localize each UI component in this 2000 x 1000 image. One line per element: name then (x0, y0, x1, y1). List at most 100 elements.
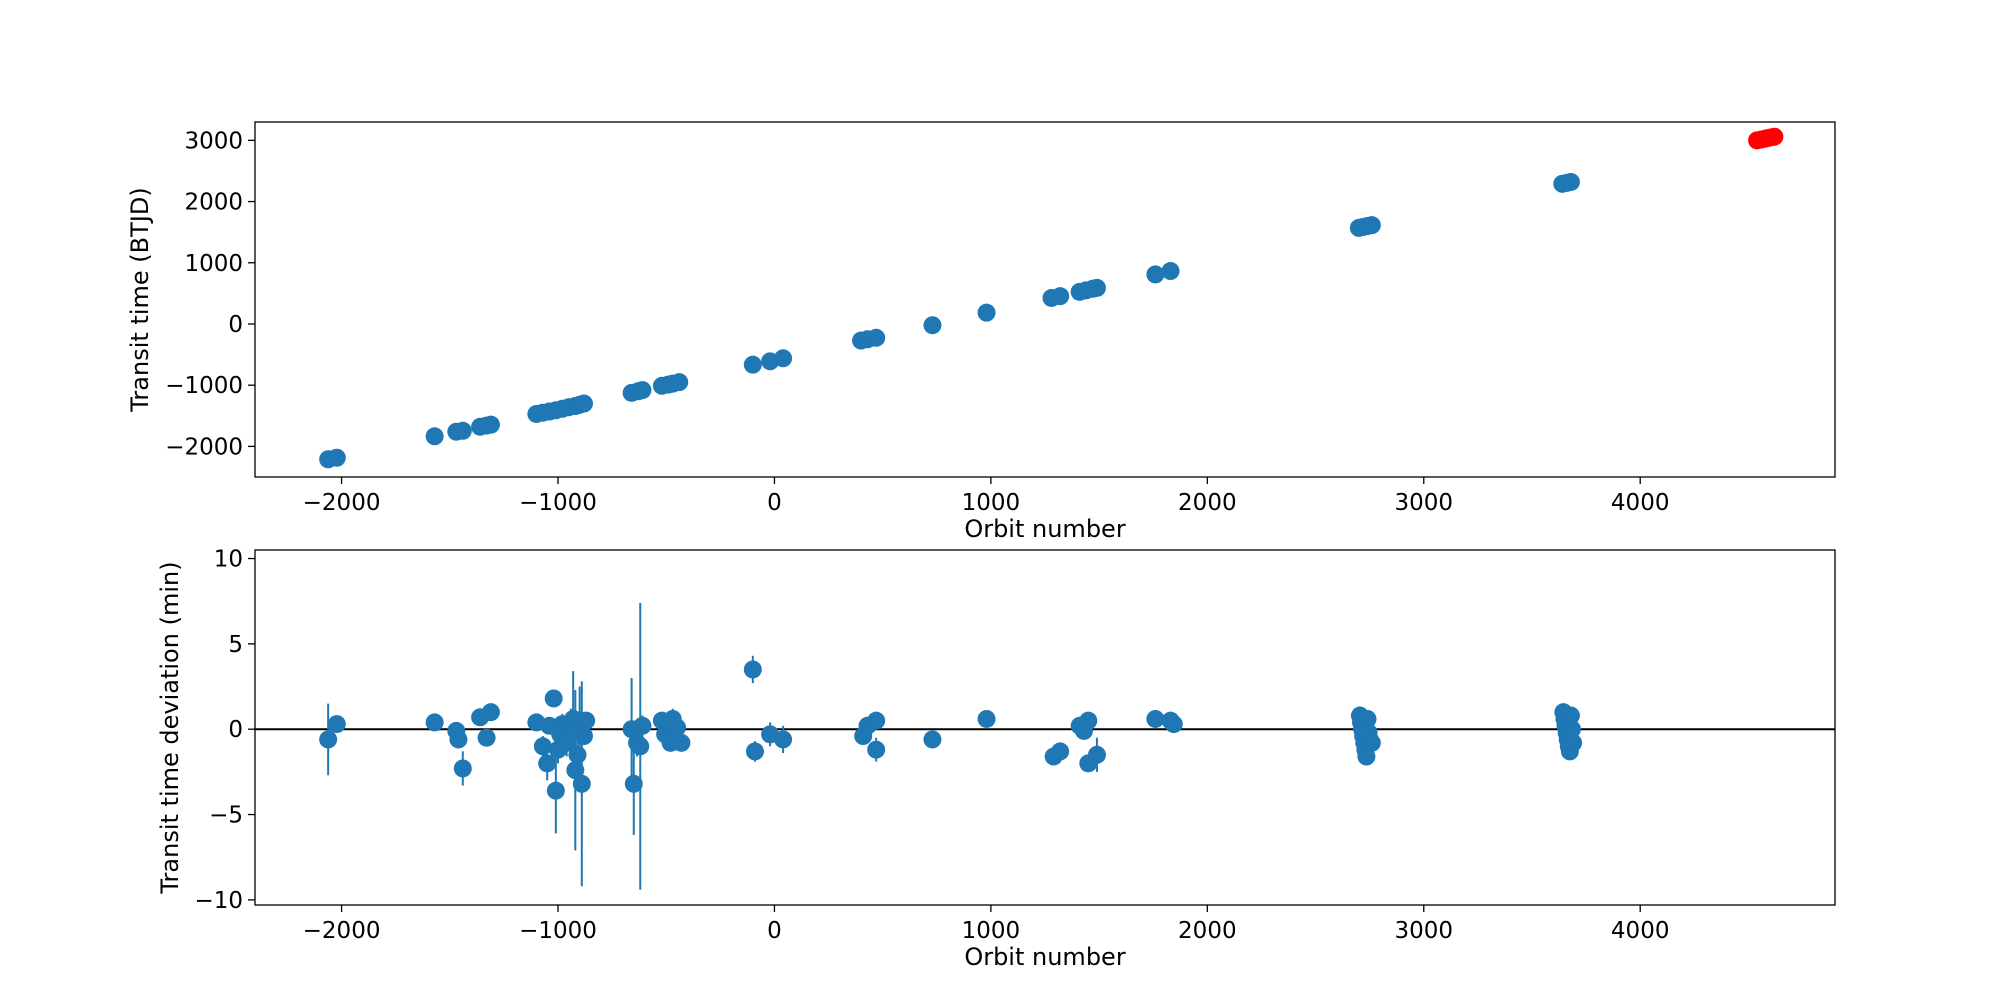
transit-deviation-y-tick-label: 0 (228, 717, 243, 743)
transit-time-x-tick-label: −2000 (303, 490, 381, 516)
transit-deviation-x-tick-label: 4000 (1611, 918, 1670, 944)
transit-deviation-y-tick-label: −5 (209, 803, 243, 829)
transit-deviation-x-tick-label: 2000 (1178, 918, 1237, 944)
transit-time-y-ticks: −2000 −1000 0 1000 2000 3000 (165, 128, 255, 460)
transit-time-x-tick-label: 4000 (1611, 490, 1670, 516)
transit-deviation-data-point (631, 737, 650, 756)
transit-time-data-point (327, 448, 346, 467)
transit-time-data-point (977, 303, 996, 322)
transit-deviation-data-point (1079, 711, 1098, 730)
transit-deviation-data-point (743, 660, 762, 679)
transit-deviation-data-point (327, 715, 346, 734)
transit-time-x-tick-label: 2000 (1178, 490, 1237, 516)
transit-deviation-data-point (977, 709, 996, 728)
transit-deviation-data-point (672, 733, 691, 752)
transit-deviation-data-point (1146, 709, 1165, 728)
transit-deviation-data-point (1164, 715, 1183, 734)
transit-time-data-point (1051, 287, 1070, 306)
transit-deviation-data-point (533, 737, 552, 756)
transit-time-data-point (481, 415, 500, 434)
transit-deviation-data-point (1561, 706, 1580, 725)
transit-time-x-tick-label: 3000 (1394, 490, 1453, 516)
transit-time-data-point (923, 316, 942, 335)
transit-time-data-point (633, 381, 652, 400)
transit-time-data-point (670, 373, 689, 392)
transit-time-data-point (425, 427, 444, 446)
transit-deviation-data-point (481, 703, 500, 722)
transit-time-x-tick-label: −1000 (519, 490, 597, 516)
transit-deviation-data-point (572, 774, 591, 793)
transit-deviation-data-point (624, 774, 643, 793)
transit-time-y-axis-label: Transit time (BTJD) (126, 187, 154, 412)
transit-deviation-x-tick-label: 0 (767, 918, 782, 944)
transit-deviation-x-tick-label: 3000 (1394, 918, 1453, 944)
transit-deviation-data-point (566, 761, 585, 780)
transit-time-data-point (1087, 278, 1106, 297)
transit-deviation-panel: −2000 −1000 0 1000 2000 3000 4000 −10 −5 0 5 10 Or… (156, 547, 1836, 971)
transit-deviation-data-point (1564, 733, 1583, 752)
transit-time-plot-frame (254, 121, 1836, 478)
transit-deviation-data-point (1358, 709, 1377, 728)
transit-time-data-point (1362, 216, 1381, 235)
transit-deviation-data-point (477, 728, 496, 747)
transit-deviation-x-tick-label: 1000 (962, 918, 1021, 944)
transit-deviation-y-axis-label: Transit time deviation (min) (156, 561, 184, 894)
transit-time-y-tick-label: 2000 (184, 190, 243, 216)
transit-time-panel: −2000 −1000 0 1000 2000 3000 4000 −2000 −1000 0 1… (126, 121, 1836, 543)
transit-deviation-y-tick-label: −10 (194, 888, 243, 914)
transit-deviation-x-tick-label: −1000 (519, 918, 597, 944)
transit-deviation-data-point (544, 689, 563, 708)
transit-time-x-tick-label: 1000 (962, 490, 1021, 516)
transit-time-markers (319, 127, 1784, 469)
transit-deviation-data-point (425, 713, 444, 732)
transit-deviation-data-point (1563, 720, 1582, 739)
transit-deviation-markers (255, 602, 1835, 890)
transit-deviation-data-point (577, 711, 596, 730)
transit-time-data-point (1161, 262, 1180, 281)
transit-deviation-data-point (633, 716, 652, 735)
transit-deviation-data-point (745, 742, 764, 761)
transit-deviation-data-point (1051, 742, 1070, 761)
transit-time-data-point (1561, 172, 1580, 191)
transit-time-data-point (1765, 127, 1784, 146)
transit-deviation-data-point (1357, 747, 1376, 766)
transit-deviation-data-point (453, 759, 472, 778)
transit-deviation-data-point (867, 740, 886, 759)
transit-deviation-y-tick-label: 5 (228, 632, 243, 658)
transit-deviation-data-point (774, 730, 793, 749)
transit-time-y-tick-label: 0 (228, 312, 243, 338)
transit-time-data-point (453, 421, 472, 440)
transit-deviation-y-ticks: −10 −5 0 5 10 (194, 547, 255, 914)
transit-time-y-tick-label: 3000 (184, 128, 243, 154)
transit-deviation-x-ticks: −2000 −1000 0 1000 2000 3000 4000 (303, 905, 1670, 944)
transit-deviation-data-point (449, 730, 468, 749)
transit-time-data-point (1146, 265, 1165, 284)
transit-deviation-data-point (574, 727, 593, 746)
transit-time-data-point (574, 394, 593, 413)
transit-time-x-ticks: −2000 −1000 0 1000 2000 3000 4000 (303, 477, 1670, 516)
transit-deviation-data-point (923, 730, 942, 749)
transit-deviation-data-point (1362, 733, 1381, 752)
transit-deviation-y-tick-label: 10 (214, 547, 243, 573)
transit-time-y-tick-label: −2000 (165, 434, 243, 460)
transit-deviation-x-axis-label: Orbit number (964, 943, 1126, 971)
transit-deviation-data-point (568, 745, 587, 764)
transit-deviation-data-point (546, 781, 565, 800)
transit-time-data-point (867, 328, 886, 347)
transit-deviation-data-point (668, 718, 687, 737)
transit-time-x-axis-label: Orbit number (964, 515, 1126, 543)
transit-deviation-data-point (538, 754, 557, 773)
transit-time-data-point (743, 355, 762, 374)
transit-deviation-plot-frame (254, 549, 1836, 906)
transit-time-data-point (774, 349, 793, 368)
transit-time-y-tick-label: −1000 (165, 373, 243, 399)
transit-deviation-data-point (557, 733, 576, 752)
transit-deviation-data-point (319, 730, 338, 749)
transit-time-y-tick-label: 1000 (184, 251, 243, 277)
transit-deviation-data-point (867, 711, 886, 730)
transit-deviation-data-point (1087, 745, 1106, 764)
transit-deviation-x-tick-label: −2000 (303, 918, 381, 944)
transit-time-x-tick-label: 0 (767, 490, 782, 516)
